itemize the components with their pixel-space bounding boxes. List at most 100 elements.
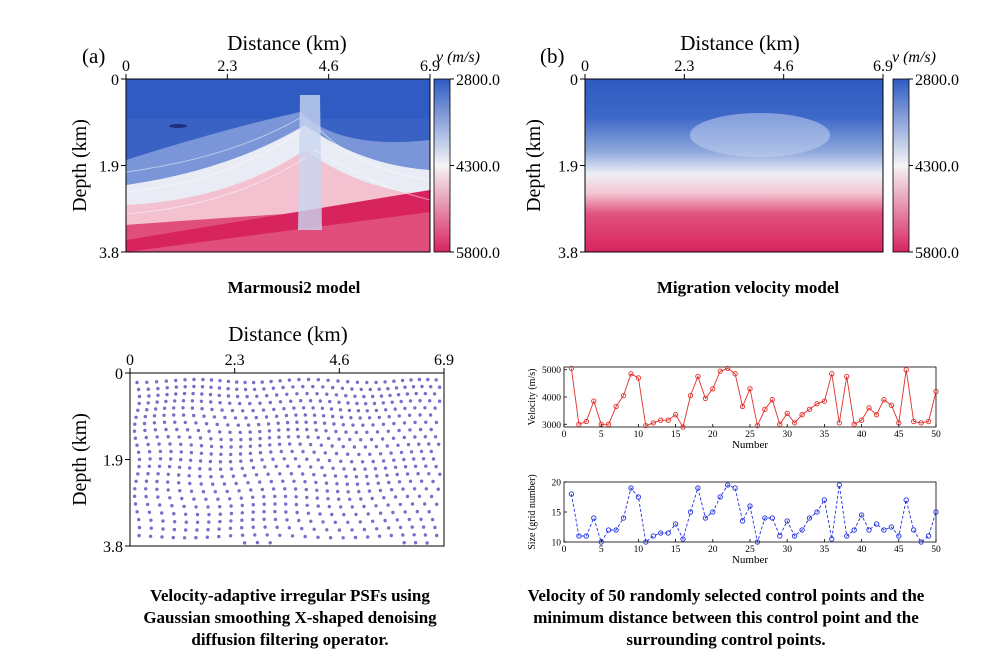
psf-dot [228, 497, 232, 501]
psf-dot [278, 379, 282, 383]
psf-dot [239, 459, 243, 463]
psf-dot [269, 479, 273, 484]
velocity-point [866, 405, 872, 411]
size-x-tick-label: 15 [671, 545, 681, 555]
psf-dot [431, 457, 436, 461]
psf-dot [207, 512, 211, 517]
size-point [769, 515, 775, 521]
psf-dot [355, 401, 359, 406]
psf-dot [215, 422, 219, 427]
psf-dot [133, 436, 138, 440]
psf-dot [311, 384, 315, 389]
psf-dot [258, 451, 263, 455]
psf-dot [289, 472, 293, 476]
psf-dot [175, 427, 179, 432]
psf-dot [265, 533, 269, 537]
psf-dot [313, 420, 317, 425]
psf-dot [412, 487, 417, 491]
size-point [925, 533, 932, 539]
psf-dot [365, 409, 369, 413]
psf-dot [172, 527, 177, 532]
psf-dot [218, 512, 222, 516]
psf-dot [133, 422, 137, 426]
psf-dot [228, 401, 232, 405]
panel-b-colorbar [892, 78, 910, 253]
psf-dot [218, 401, 222, 405]
size-x-tick-label: 5 [599, 545, 604, 555]
size-point [687, 509, 694, 515]
psf-dot [182, 504, 186, 509]
psf-dot [217, 534, 221, 539]
velocity-point [643, 422, 649, 429]
psf-dot [354, 430, 358, 435]
psf-dot [135, 510, 139, 514]
psf-dot [236, 423, 240, 427]
psf-dot [164, 427, 168, 432]
velocity-point [791, 420, 798, 426]
psf-dot [194, 505, 198, 509]
psf-dot [367, 489, 372, 493]
psf-dot [229, 452, 233, 457]
psf-dot [251, 517, 255, 522]
caption-d-line-3: surrounding control points. [626, 630, 826, 649]
psf-dot [297, 377, 301, 382]
size-point [658, 530, 664, 536]
psf-dot [170, 504, 174, 508]
psf-dot [410, 502, 415, 506]
psf-dot [166, 472, 170, 476]
panel-b-colorbar-tick-label: 4300.0 [915, 159, 959, 176]
psf-dot [334, 393, 339, 397]
size-plot: 0 5 10 15 20 25 30 35 40 45 50 10 15 20 Number Size (gr… [527, 474, 941, 566]
velocity-point [732, 371, 738, 377]
psf-dot [413, 464, 418, 468]
psf-dot [132, 429, 137, 433]
psf-dot [425, 541, 429, 545]
psf-dot [246, 423, 251, 427]
psf-dot [225, 489, 229, 494]
psf-dot [330, 444, 334, 448]
psf-dot [258, 436, 262, 441]
velocity-point [769, 397, 775, 403]
psf-dot [341, 536, 345, 540]
psf-dot [419, 479, 424, 483]
caption-c: Velocity-adaptive irregular PSFs using G… [104, 585, 476, 651]
psf-dot [284, 510, 288, 514]
psf-dot [403, 510, 407, 514]
psf-dot [350, 528, 354, 532]
psf-dot [137, 401, 141, 406]
size-point [605, 527, 612, 533]
size-point [784, 518, 790, 524]
psf-dot [243, 380, 247, 385]
psf-dot [219, 452, 223, 456]
size-point [576, 533, 582, 539]
psf-dot [272, 407, 276, 412]
psf-dot [136, 408, 140, 412]
size-point [873, 521, 880, 527]
velocity-x-tick-label: 25 [745, 430, 755, 440]
psf-dot [147, 510, 152, 514]
psf-dot [412, 533, 416, 537]
velocity-series-line [570, 367, 937, 429]
panel-c-x-tick-label: 4.6 [329, 352, 349, 369]
size-point [620, 515, 627, 521]
psf-dot [393, 495, 398, 499]
psf-dot [370, 496, 374, 501]
psf-dot [254, 473, 259, 477]
psf-dot [341, 423, 345, 427]
psf-dot [218, 460, 223, 464]
psf-dot [195, 520, 200, 524]
psf-dot [273, 502, 277, 506]
psf-dot [253, 533, 257, 537]
psf-dot [337, 400, 341, 404]
velocity-plot: 0 5 10 15 20 25 30 35 40 45 50 3000 4000 5000 Number Ve… [527, 365, 941, 451]
psf-dot [384, 408, 388, 412]
psf-dot [282, 457, 286, 461]
psf-dot [226, 379, 231, 384]
psf-dot [261, 408, 266, 412]
psf-dot [156, 386, 160, 391]
psf-dot [407, 517, 411, 522]
psf-dot [319, 443, 323, 447]
psf-dot [228, 526, 233, 530]
psf-dot [332, 422, 336, 426]
velocity-point [851, 421, 857, 427]
